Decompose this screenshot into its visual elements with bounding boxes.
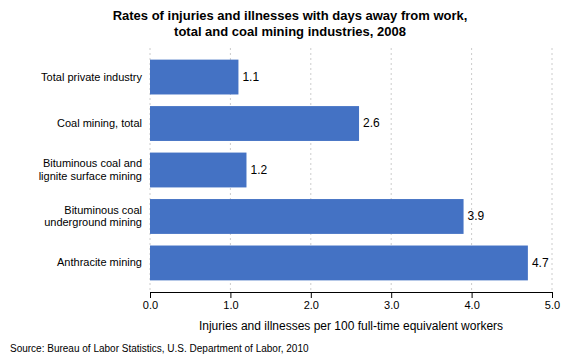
bar (150, 246, 528, 281)
data-label: 4.7 (532, 256, 549, 270)
tick-label: 4.0 (464, 299, 479, 311)
data-labels: 1.1 2.6 1.2 3.9 4.7 (242, 70, 548, 270)
bar (150, 199, 464, 234)
bars (150, 60, 528, 281)
title: Rates of injuries and illnesses with day… (113, 8, 468, 39)
tick-mark (230, 292, 231, 298)
tick: Coal mining, total (57, 117, 142, 129)
chart: Rates of injuries and illnesses with day… (0, 0, 580, 360)
bar (150, 153, 246, 188)
tick-mark (150, 292, 151, 298)
data-label: 2.6 (363, 116, 380, 130)
tick-mark (472, 292, 473, 298)
tick: 1.0 (223, 292, 238, 311)
bar (150, 60, 238, 95)
plot: 1.1 2.6 1.2 3.9 4.7 0.0 1.0 2.0 3.0 4.0 5.0 Total p… (39, 48, 560, 311)
x-axis: 0.0 1.0 2.0 3.0 4.0 5.0 (143, 292, 560, 311)
tick-label: 1.0 (223, 299, 238, 311)
text-line: lignite surface mining (39, 170, 142, 182)
text-line: underground mining (44, 216, 142, 228)
text-line: Bituminous coal and (43, 157, 142, 169)
tick-label: 5.0 (545, 299, 560, 311)
tick-mark (391, 292, 392, 298)
tick: Anthracite mining (57, 256, 142, 268)
tick: 5.0 (545, 292, 560, 311)
tick-label: Coal mining, total (57, 117, 142, 129)
data-label: 1.1 (242, 70, 259, 84)
grid (150, 48, 552, 292)
tick: 4.0 (464, 292, 479, 311)
tick-label: 2.0 (304, 299, 319, 311)
text-line: Total private industry (41, 71, 142, 83)
grid-line (552, 48, 553, 292)
annotation: Source: Bureau of Labor Statistics, U.S.… (10, 343, 309, 354)
y-axis: Total private industry Coal mining, total… (39, 71, 143, 269)
tick-label: Bituminous coal andlignite surface minin… (39, 157, 142, 182)
text-line: Rates of injuries and illnesses with day… (113, 8, 468, 23)
text-line: Coal mining, total (57, 117, 142, 129)
axis-line (151, 293, 553, 299)
tick-label: 3.0 (384, 299, 399, 311)
tick-label: 0.0 (143, 299, 158, 311)
tick-mark (311, 292, 312, 298)
text-line: Anthracite mining (57, 256, 142, 268)
tick: Total private industry (41, 71, 142, 83)
tick: Bituminous coalunderground mining (44, 204, 142, 229)
x-axis-title: Injuries and illnesses per 100 full-time… (199, 319, 503, 333)
tick-label: Bituminous coalunderground mining (44, 204, 142, 229)
tick-mark (552, 292, 553, 298)
data-label: 1.2 (250, 163, 267, 177)
data-label: 3.9 (468, 209, 485, 223)
text-line: Bituminous coal (64, 204, 142, 216)
text-line: total and coal mining industries, 2008 (174, 24, 406, 39)
tick: Bituminous coal andlignite surface minin… (39, 157, 142, 182)
bar (150, 106, 359, 141)
tick: 3.0 (384, 292, 399, 311)
tick-label: Anthracite mining (57, 256, 142, 268)
tick-label: Total private industry (41, 71, 142, 83)
tick: 0.0 (143, 292, 158, 311)
tick: 2.0 (304, 292, 319, 311)
